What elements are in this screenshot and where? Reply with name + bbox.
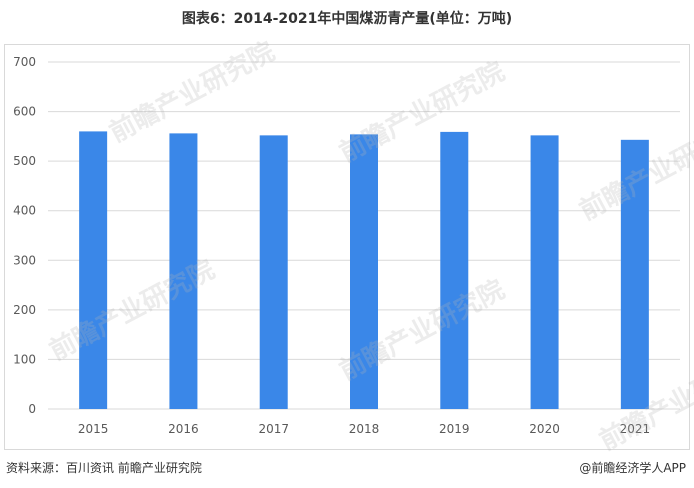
y-tick-label: 100 (13, 352, 36, 366)
x-tick-label: 2021 (620, 422, 651, 436)
bar (350, 134, 378, 410)
y-tick-label: 700 (13, 55, 36, 69)
y-tick-label: 0 (28, 402, 36, 416)
bar (259, 135, 288, 409)
bar (620, 139, 649, 409)
bar (530, 135, 559, 409)
x-tick-label: 2016 (168, 422, 199, 436)
chart-title: 图表6：2014-2021年中国煤沥青产量(单位：万吨) (181, 11, 513, 27)
y-tick-label: 600 (13, 105, 36, 119)
x-tick-label: 2018 (349, 422, 380, 436)
x-tick-label: 2015 (78, 422, 109, 436)
bar (169, 133, 198, 409)
y-tick-label: 400 (13, 204, 36, 218)
bar (79, 131, 108, 409)
y-tick-label: 200 (13, 303, 36, 317)
x-tick-label: 2020 (529, 422, 560, 436)
brand-credit: @前瞻经济学人APP (579, 461, 686, 475)
x-tick-label: 2017 (258, 422, 289, 436)
bar (440, 131, 469, 409)
y-tick-label: 500 (13, 154, 36, 168)
x-tick-label: 2019 (439, 422, 470, 436)
source-note: 资料来源：百川资讯 前瞻产业研究院 (6, 461, 202, 475)
y-tick-label: 300 (13, 253, 36, 267)
